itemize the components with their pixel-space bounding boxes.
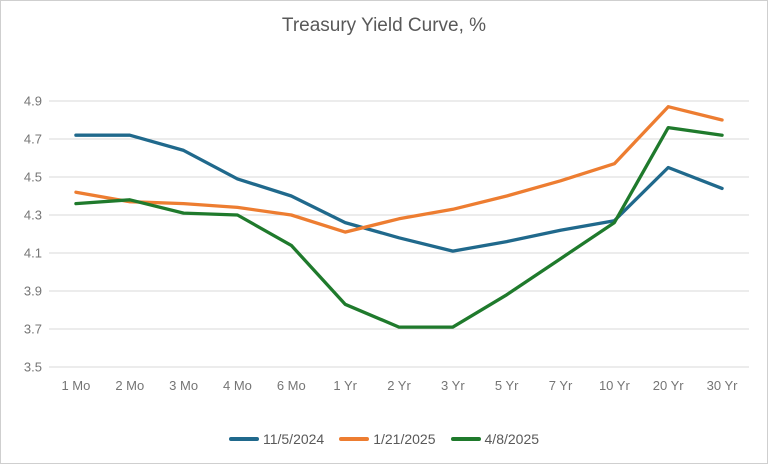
legend-label: 1/21/2025: [373, 431, 436, 447]
series-line-4-8-2025: [74, 125, 724, 329]
legend-line-swatch: [450, 436, 481, 442]
chart-title: Treasury Yield Curve, %: [281, 15, 487, 36]
x-tick-label: 1 Mo: [61, 378, 91, 393]
y-tick-label: 3.7: [23, 321, 42, 337]
y-tick-label: 4.9: [23, 93, 42, 109]
y-tick-label: 4.7: [23, 131, 42, 147]
x-tick-label: 2 Yr: [387, 378, 411, 393]
x-tick-label: 4 Mo: [223, 378, 252, 393]
y-tick-label: 3.9: [23, 283, 42, 299]
legend-line-swatch: [228, 436, 259, 442]
x-tick-label: 20 Yr: [652, 378, 684, 393]
x-tick-label: 7 Yr: [548, 378, 573, 393]
series-line-1-21-2025: [74, 105, 724, 234]
x-tick-label: 30 Yr: [706, 378, 738, 393]
y-tick-label: 4.3: [23, 207, 42, 223]
x-tick-label: 10 Yr: [598, 378, 630, 393]
legend-item-4-8-2025: 4/8/2025: [450, 431, 540, 447]
x-tick-label: 2 Mo: [115, 378, 145, 393]
y-tick-label: 4.5: [23, 169, 42, 185]
legend-label: 11/5/2024: [262, 431, 325, 447]
x-tick-label: 6 Mo: [276, 378, 306, 393]
legend-item-1-21-2025: 1/21/2025: [339, 431, 436, 447]
legend: 11/5/2024 1/21/2025 4/8/2025: [1, 432, 767, 446]
x-tick-label: 1 Yr: [333, 378, 357, 393]
x-tick-label: 3 Yr: [441, 378, 465, 393]
y-tick-label: 4.1: [23, 245, 42, 261]
legend-item-11-5-2024: 11/5/2024: [228, 431, 325, 447]
x-tick-label: 5 Yr: [494, 378, 519, 393]
legend-line-swatch: [339, 436, 370, 442]
legend-label: 4/8/2025: [484, 431, 540, 447]
x-tick-label: 3 Mo: [169, 378, 199, 393]
y-tick-label: 3.5: [23, 359, 42, 375]
